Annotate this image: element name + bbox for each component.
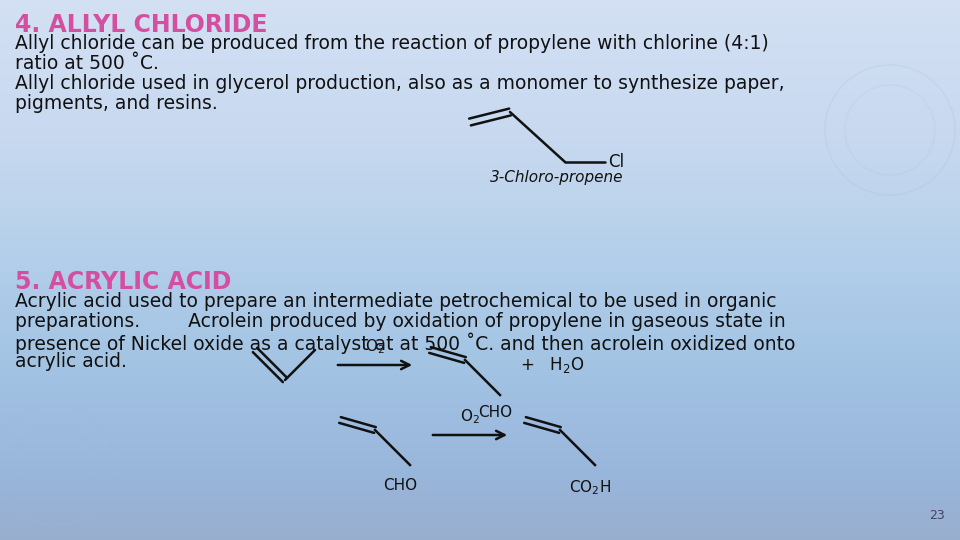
Text: presence of Nickel oxide as a catalyst at at 500 ˚C. and then acrolein oxidized : presence of Nickel oxide as a catalyst a… — [15, 332, 796, 354]
Text: preparations.        Acrolein produced by oxidation of propylene in gaseous stat: preparations. Acrolein produced by oxida… — [15, 312, 785, 331]
Text: +   H$_2$O: + H$_2$O — [520, 355, 585, 375]
Text: CHO: CHO — [478, 405, 512, 420]
Text: CO$_2$H: CO$_2$H — [569, 478, 611, 497]
Text: Acrylic acid used to prepare an intermediate petrochemical to be used in organic: Acrylic acid used to prepare an intermed… — [15, 292, 777, 311]
Text: pigments, and resins.: pigments, and resins. — [15, 94, 218, 113]
Text: O$_2$: O$_2$ — [460, 407, 480, 426]
Text: Cl: Cl — [608, 153, 624, 171]
Text: 4. ALLYL CHLORIDE: 4. ALLYL CHLORIDE — [15, 13, 268, 37]
Text: 5. ACRYLIC ACID: 5. ACRYLIC ACID — [15, 270, 231, 294]
Text: Allyl chloride can be produced from the reaction of propylene with chlorine (4:1: Allyl chloride can be produced from the … — [15, 34, 769, 53]
Text: O$_2$: O$_2$ — [365, 338, 385, 356]
Text: acrylic acid.: acrylic acid. — [15, 352, 127, 371]
Text: CHO: CHO — [383, 478, 417, 493]
Text: 23: 23 — [929, 509, 945, 522]
Text: ratio at 500 ˚C.: ratio at 500 ˚C. — [15, 54, 158, 73]
Text: Allyl chloride used in glycerol production, also as a monomer to synthesize pape: Allyl chloride used in glycerol producti… — [15, 74, 784, 93]
Text: 3-Chloro-propene: 3-Chloro-propene — [490, 170, 623, 185]
